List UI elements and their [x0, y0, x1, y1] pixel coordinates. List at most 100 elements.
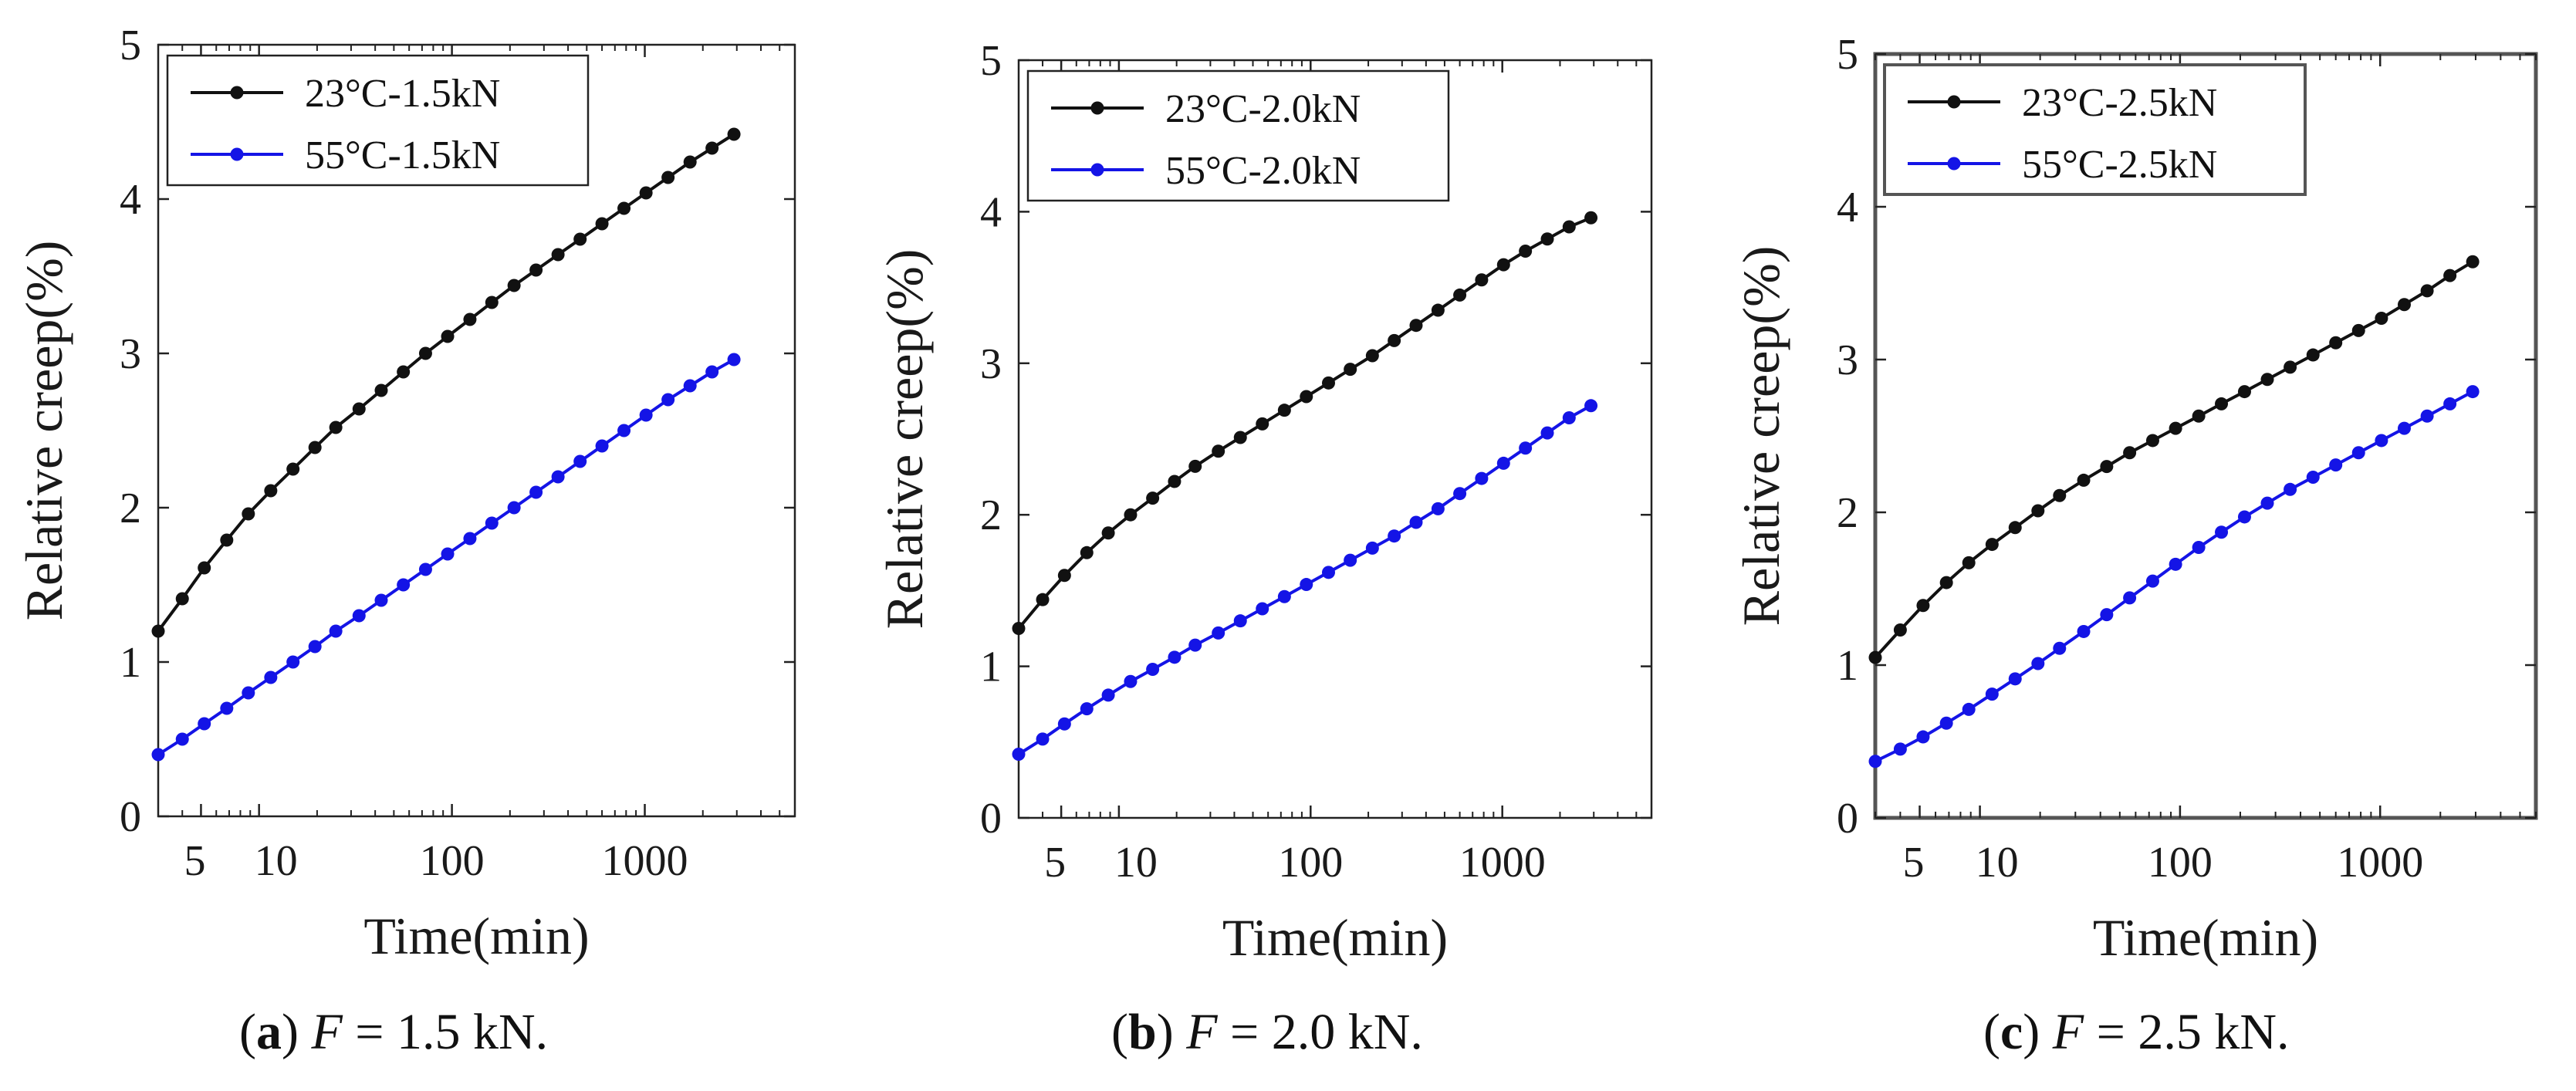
x-tick-label: 5 — [184, 837, 205, 885]
data-point — [551, 248, 565, 262]
data-point — [1893, 623, 1907, 637]
y-tick-label: 5 — [120, 22, 141, 69]
plot-frame — [157, 43, 796, 818]
y-axis-title: Relative creep(%) — [875, 249, 934, 630]
data-point — [1057, 717, 1071, 731]
data-point — [463, 532, 477, 546]
data-point — [507, 501, 521, 515]
data-point — [1300, 578, 1313, 592]
data-point — [175, 732, 189, 746]
data-point — [683, 155, 697, 169]
data-point — [2053, 488, 2067, 502]
x-tick-label: 1000 — [602, 837, 688, 885]
data-point — [529, 263, 543, 277]
data-point — [1985, 687, 1999, 701]
x-tick-label: 10 — [1114, 839, 1158, 887]
data-point — [727, 353, 741, 366]
y-axis-title: Relative creep(%) — [1732, 246, 1790, 627]
data-point — [397, 578, 411, 592]
data-point — [727, 127, 741, 141]
data-point — [1300, 390, 1313, 404]
legend-label: 55°C-2.5kN — [2022, 143, 2217, 187]
caption-variable: F — [2052, 1004, 2084, 1060]
data-point — [705, 365, 719, 379]
x-tick-label: 1000 — [2337, 839, 2423, 887]
y-axis-title: Relative creep(%) — [15, 241, 73, 621]
y-tick-label: 5 — [980, 37, 1002, 85]
y-tick-label: 3 — [1837, 336, 1858, 384]
chart-panel-b: 0 1 2 3 4 5 5 10 100 1000 Time(min) Relative creep(… — [849, 0, 1698, 1091]
y-tick-label: 4 — [980, 188, 1002, 236]
data-point — [1409, 515, 1423, 529]
data-point — [595, 439, 609, 453]
data-point — [1388, 333, 1401, 347]
x-tick-label: 100 — [1278, 839, 1343, 887]
data-point — [1036, 593, 1050, 606]
data-point — [2169, 557, 2182, 571]
data-point — [1893, 742, 1907, 756]
data-point — [639, 408, 653, 422]
data-point — [617, 201, 631, 215]
data-point — [1256, 417, 1269, 431]
chart-a: 0 1 2 3 4 5 5 10 100 1000 Time(min) Relative creep(… — [15, 22, 796, 965]
data-point — [441, 329, 455, 343]
data-point — [1168, 475, 1182, 488]
data-point — [617, 424, 631, 437]
data-point — [683, 379, 697, 393]
data-point — [1562, 220, 1576, 234]
caption-letter: a — [255, 1004, 282, 1060]
data-point — [2260, 496, 2274, 510]
data-point — [1101, 526, 1115, 540]
data-point — [1212, 444, 1225, 458]
data-point — [2008, 672, 2022, 686]
data-point — [2077, 624, 2091, 638]
caption-a: (a) F = 1.5 kN. — [239, 1004, 549, 1060]
plot-frame — [1873, 52, 2538, 820]
caption-text: = 2.5 kN. — [2084, 1004, 2290, 1060]
data-point — [2123, 591, 2137, 605]
data-point — [1453, 487, 1467, 501]
data-point — [1475, 471, 1489, 485]
data-point — [2215, 525, 2229, 539]
data-point — [1431, 303, 1445, 317]
data-point — [151, 748, 165, 762]
data-point — [1519, 244, 1533, 258]
data-point — [1146, 663, 1160, 677]
legend-marker — [1090, 101, 1104, 115]
data-point — [418, 346, 432, 360]
data-point — [2306, 470, 2320, 484]
data-point — [1080, 702, 1094, 716]
data-point — [220, 533, 234, 547]
caption-text: = 2.0 kN. — [1217, 1004, 1423, 1060]
data-point — [1256, 602, 1269, 616]
y-tick-label: 3 — [980, 340, 1002, 388]
x-axis-title: Time(min) — [2093, 908, 2318, 967]
data-point — [2100, 608, 2114, 622]
legend-label: 55°C-2.0kN — [1165, 149, 1361, 193]
data-point — [2192, 541, 2206, 555]
data-point — [1453, 288, 1467, 302]
y-tick-label: 2 — [120, 485, 141, 532]
data-point — [595, 217, 609, 231]
data-point — [2397, 298, 2411, 312]
data-point — [573, 454, 587, 468]
data-point — [1475, 273, 1489, 287]
y-tick-label: 1 — [980, 643, 1002, 691]
x-tick-label: 1000 — [1459, 839, 1546, 887]
data-point — [485, 296, 499, 309]
data-point — [175, 592, 189, 606]
caption-c: (c) F = 2.5 kN. — [1983, 1004, 2290, 1060]
data-point — [1496, 258, 1510, 272]
data-point — [2145, 574, 2159, 588]
plot-frame — [1017, 59, 1653, 819]
data-point — [1939, 576, 1953, 589]
y-tick-label: 0 — [120, 793, 141, 841]
data-point — [264, 484, 278, 498]
x-tick-label: 10 — [255, 837, 298, 885]
data-point — [329, 421, 343, 434]
data-point — [1409, 319, 1423, 333]
y-tick-label: 4 — [1837, 184, 1858, 231]
data-point — [151, 624, 165, 638]
data-point — [507, 279, 521, 292]
